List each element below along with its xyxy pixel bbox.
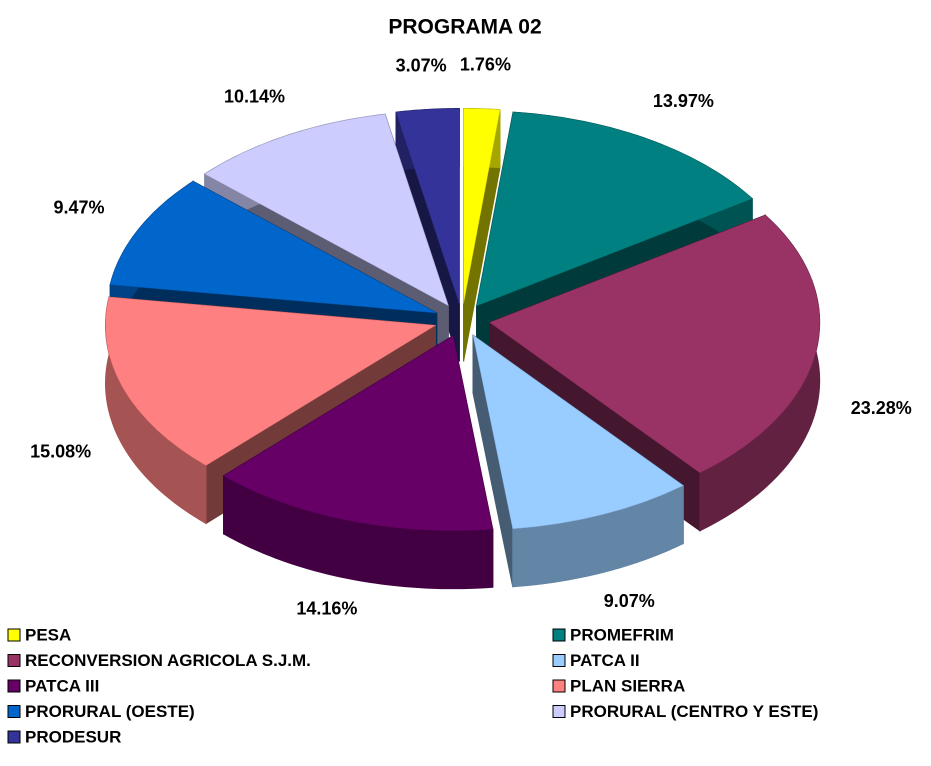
data-label: 9.47% bbox=[53, 197, 104, 217]
data-label: 9.07% bbox=[604, 591, 655, 611]
slice-top bbox=[204, 113, 449, 307]
legend-label: PRODESUR bbox=[25, 727, 121, 746]
data-label: 13.97% bbox=[653, 91, 714, 111]
data-label: 23.28% bbox=[851, 398, 912, 418]
legend-label: RECONVERSION AGRICOLA S.J.M. bbox=[25, 651, 311, 670]
slice-top bbox=[109, 181, 437, 314]
slice bbox=[463, 107, 501, 362]
data-label: 15.08% bbox=[30, 442, 91, 462]
slice-top bbox=[476, 111, 753, 307]
data-label: 14.16% bbox=[296, 598, 357, 618]
legend-label: PROMEFRIM bbox=[570, 625, 674, 644]
data-label: 1.76% bbox=[460, 55, 511, 75]
legend-label: PESA bbox=[25, 625, 71, 644]
slice bbox=[223, 334, 494, 590]
slice-top bbox=[472, 334, 684, 530]
data-label: 3.07% bbox=[396, 55, 447, 75]
legend-swatch bbox=[7, 730, 21, 744]
slice bbox=[472, 334, 684, 588]
legend-label: PATCA III bbox=[25, 676, 99, 695]
legend-label: PATCA II bbox=[570, 651, 640, 670]
legend-swatch bbox=[7, 679, 21, 693]
legend-swatch bbox=[552, 705, 566, 718]
slice-top bbox=[489, 214, 820, 474]
legend-swatch bbox=[7, 628, 21, 642]
legend-label: PRORURAL (OESTE) bbox=[25, 702, 195, 721]
slice-top bbox=[223, 335, 494, 531]
data-label: 10.14% bbox=[224, 86, 285, 106]
legend-swatch bbox=[552, 628, 566, 642]
slice-top bbox=[463, 108, 501, 304]
legend-label: PRORURAL (CENTRO Y ESTE) bbox=[570, 702, 818, 721]
legend-label: PLAN SIERRA bbox=[570, 676, 685, 695]
legend-swatch bbox=[7, 654, 21, 667]
legend-swatch bbox=[552, 679, 566, 693]
slice-top bbox=[105, 296, 437, 466]
slice-top bbox=[395, 108, 460, 304]
chart-title: PROGRAMA 02 bbox=[388, 16, 541, 39]
legend-swatch bbox=[7, 705, 21, 718]
legend-swatch bbox=[552, 654, 566, 667]
